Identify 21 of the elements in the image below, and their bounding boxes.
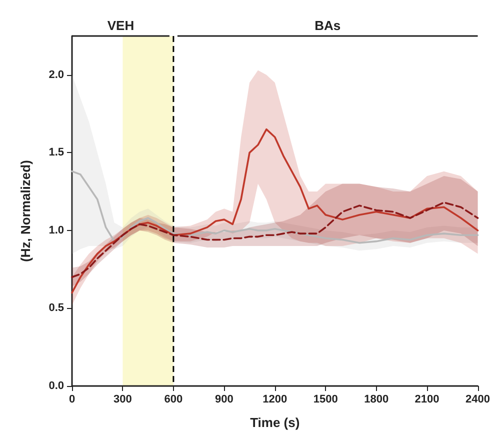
y-axis-title: (Hz, Normalized) xyxy=(18,160,33,262)
text: VEH xyxy=(107,18,134,33)
x-tick-label: 600 xyxy=(164,394,183,406)
line-series xyxy=(71,128,479,294)
x-tick-label: 1800 xyxy=(364,394,389,406)
x-axis-title: Time (s) xyxy=(250,415,300,430)
y-tick-label: 1.0 xyxy=(48,224,64,236)
x-tick-label: 0 xyxy=(68,394,76,406)
line-series xyxy=(71,202,479,278)
y-tick-label: 0.5 xyxy=(48,302,64,314)
x-tick-label: 900 xyxy=(214,394,234,406)
x-tick-label: 2400 xyxy=(466,394,490,406)
y-tick-label: 0.0 xyxy=(48,380,64,392)
x-tick-label: 1500 xyxy=(313,394,338,406)
line-series xyxy=(71,170,479,244)
y-tick-label: 2.0 xyxy=(48,68,64,81)
x-tick-label: 1200 xyxy=(262,394,288,406)
x-tick-label: 2100 xyxy=(414,394,440,406)
y-tick-label: 1.5 xyxy=(48,146,64,159)
text: BAs xyxy=(314,18,341,33)
x-tick-label: 300 xyxy=(114,394,132,406)
